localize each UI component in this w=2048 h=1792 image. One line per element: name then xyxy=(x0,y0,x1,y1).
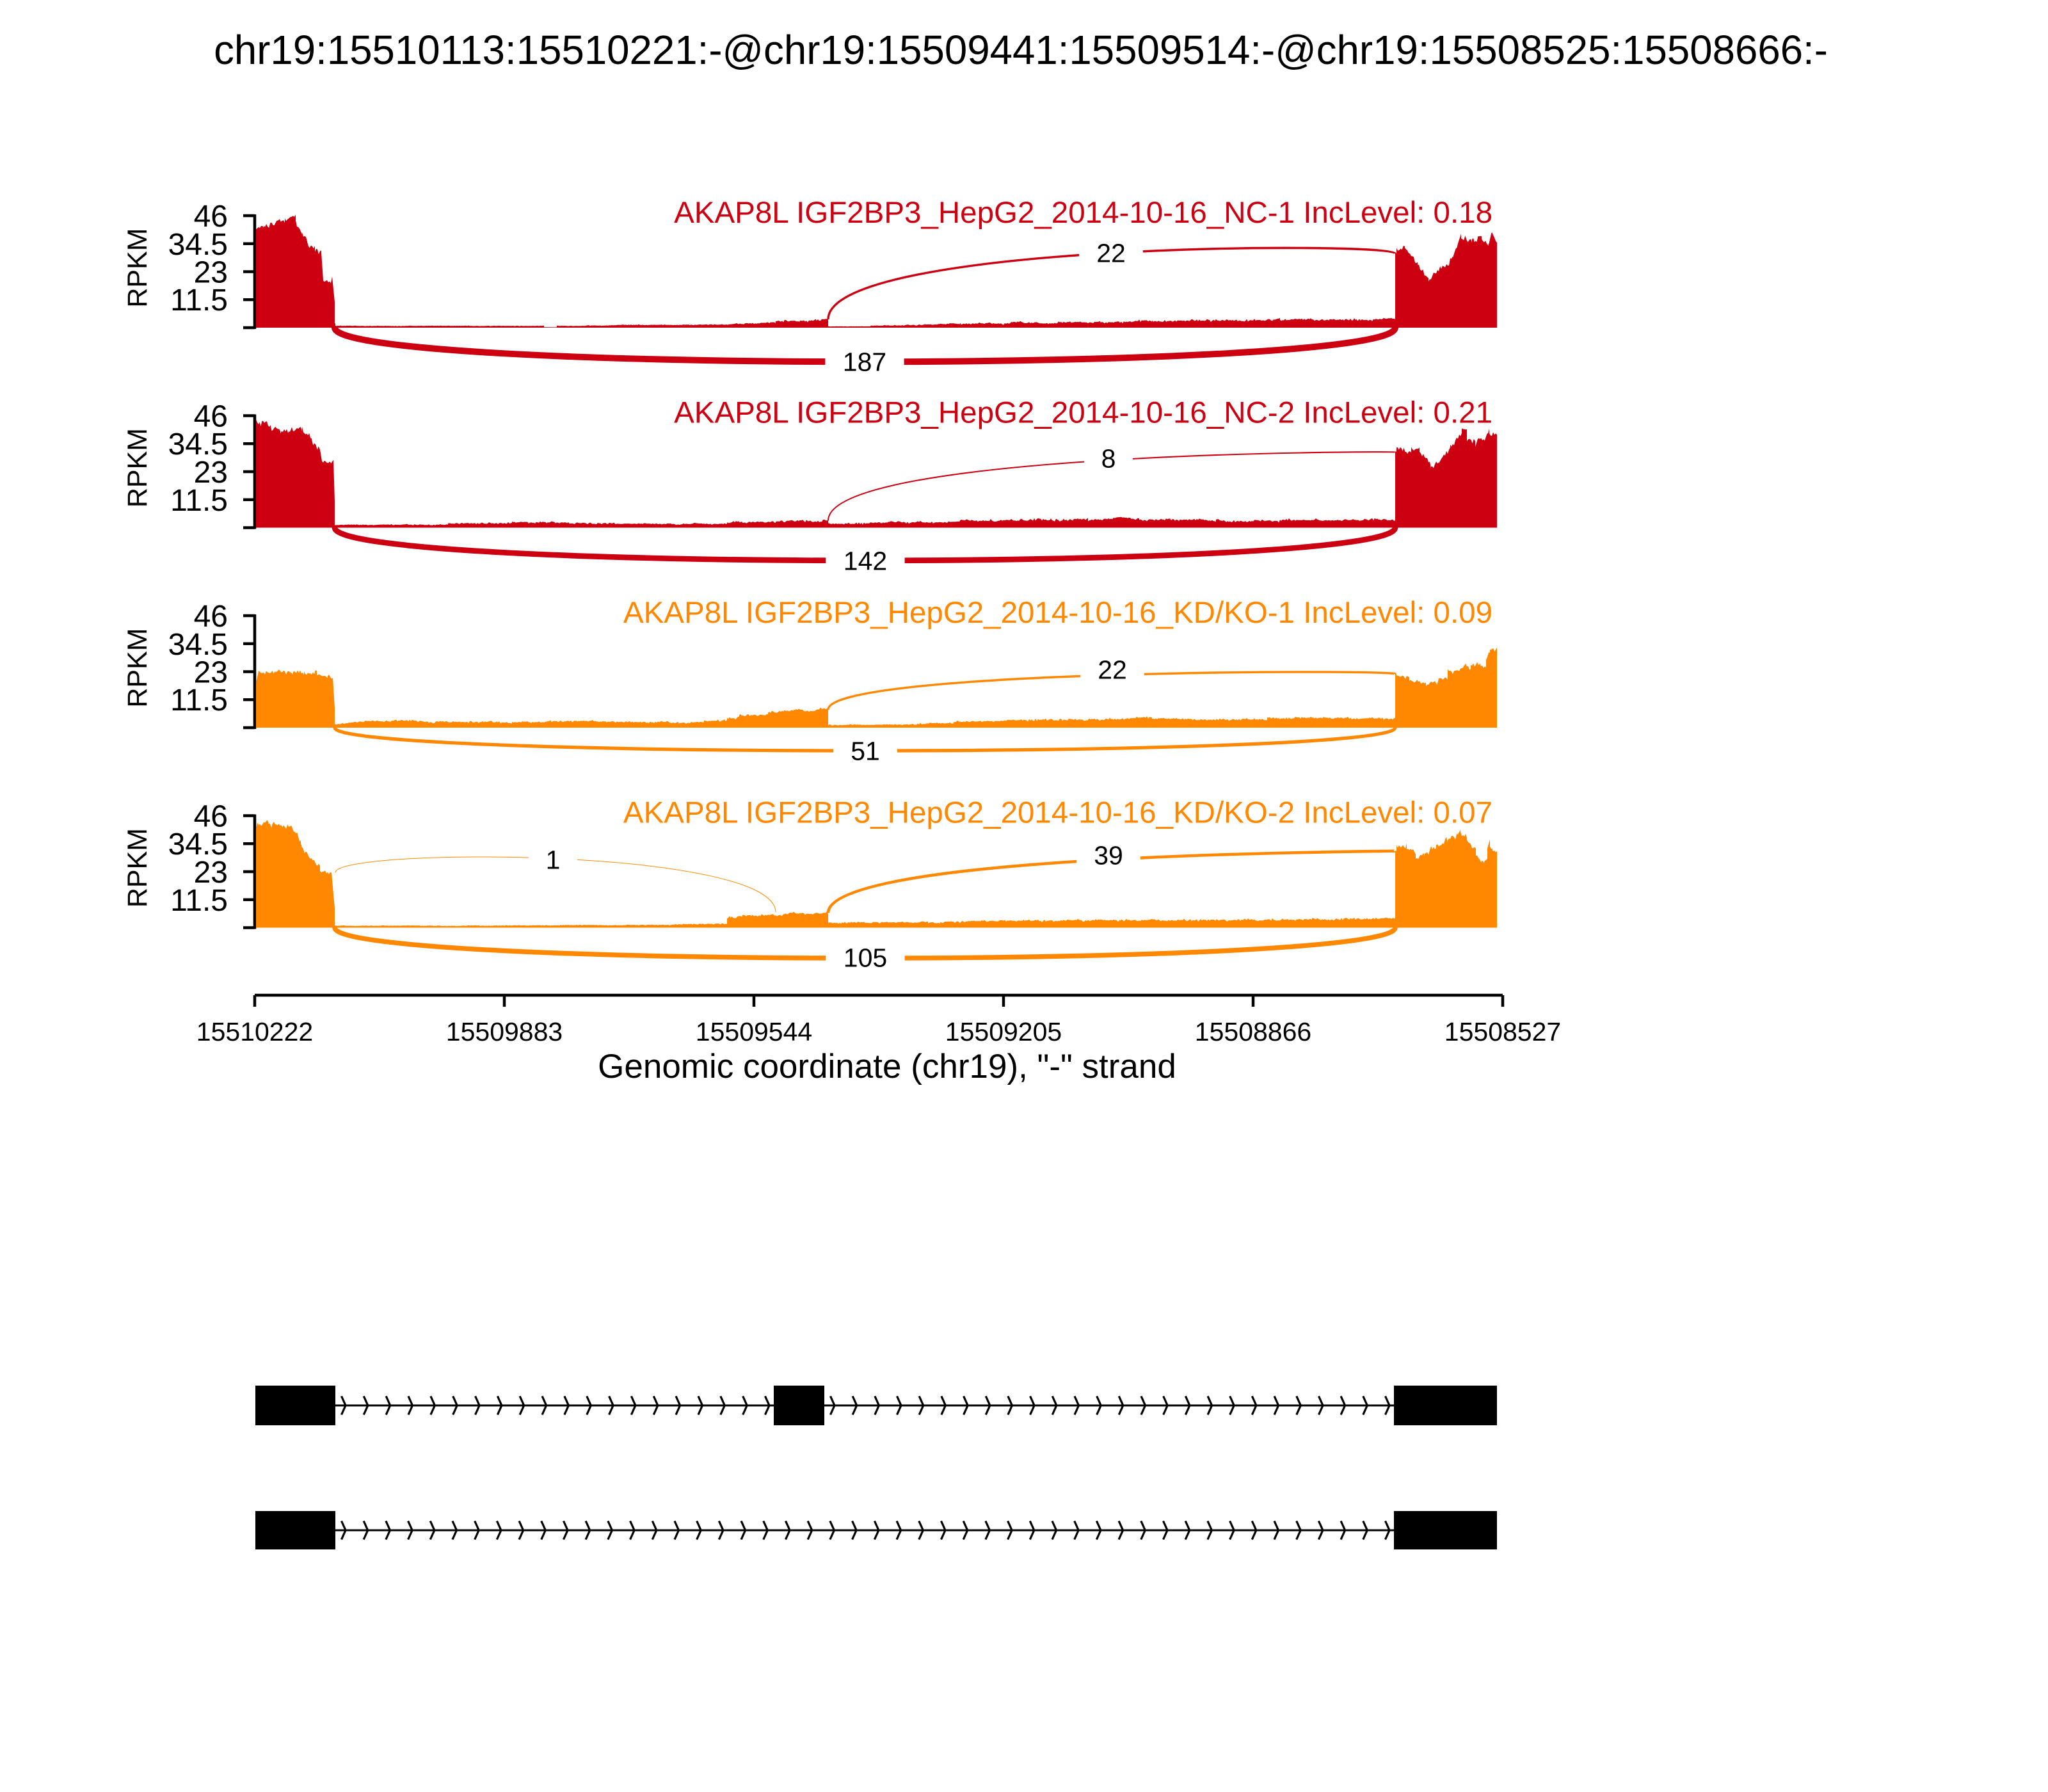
svg-text:34.5: 34.5 xyxy=(168,628,228,662)
svg-text:46: 46 xyxy=(194,600,228,634)
svg-text:11.5: 11.5 xyxy=(170,284,228,317)
svg-text:22: 22 xyxy=(1098,655,1127,685)
svg-text:34.5: 34.5 xyxy=(168,828,228,861)
svg-text:23: 23 xyxy=(194,456,228,490)
svg-text:RPKM: RPKM xyxy=(122,428,153,508)
svg-text:46: 46 xyxy=(194,800,228,834)
svg-text:23: 23 xyxy=(194,656,228,690)
svg-text:15509544: 15509544 xyxy=(696,1017,812,1046)
svg-text:AKAP8L IGF2BP3_HepG2_2014-10-1: AKAP8L IGF2BP3_HepG2_2014-10-16_KD/KO-1 … xyxy=(623,596,1492,630)
svg-text:Genomic coordinate (chr19), "-: Genomic coordinate (chr19), "-" strand xyxy=(598,1048,1176,1085)
svg-text:15509205: 15509205 xyxy=(945,1017,1062,1046)
svg-text:AKAP8L IGF2BP3_HepG2_2014-10-1: AKAP8L IGF2BP3_HepG2_2014-10-16_KD/KO-2 … xyxy=(623,796,1492,830)
svg-text:34.5: 34.5 xyxy=(168,428,228,461)
svg-text:AKAP8L IGF2BP3_HepG2_2014-10-1: AKAP8L IGF2BP3_HepG2_2014-10-16_NC-1 Inc… xyxy=(674,196,1492,230)
svg-text:1: 1 xyxy=(546,845,561,875)
svg-text:15508866: 15508866 xyxy=(1195,1017,1311,1046)
svg-text:RPKM: RPKM xyxy=(122,228,153,307)
svg-text:34.5: 34.5 xyxy=(168,228,228,262)
svg-text:15508527: 15508527 xyxy=(1444,1017,1561,1046)
svg-text:46: 46 xyxy=(194,400,228,434)
svg-text:RPKM: RPKM xyxy=(122,828,153,908)
svg-text:AKAP8L IGF2BP3_HepG2_2014-10-1: AKAP8L IGF2BP3_HepG2_2014-10-16_NC-2 Inc… xyxy=(674,396,1492,430)
svg-text:8: 8 xyxy=(1101,444,1116,474)
svg-text:46: 46 xyxy=(194,200,228,234)
svg-text:15510222: 15510222 xyxy=(196,1017,313,1046)
svg-text:39: 39 xyxy=(1094,841,1123,870)
svg-text:23: 23 xyxy=(194,856,228,890)
svg-text:RPKM: RPKM xyxy=(122,628,153,707)
svg-text:142: 142 xyxy=(844,547,887,576)
svg-text:22: 22 xyxy=(1096,239,1126,268)
svg-text:51: 51 xyxy=(851,737,880,766)
svg-text:11.5: 11.5 xyxy=(170,484,228,518)
svg-text:23: 23 xyxy=(194,256,228,290)
svg-text:187: 187 xyxy=(843,348,886,377)
svg-text:11.5: 11.5 xyxy=(170,884,228,918)
svg-text:11.5: 11.5 xyxy=(170,684,228,717)
svg-text:15509883: 15509883 xyxy=(446,1017,563,1046)
svg-text:chr19:15510113:15510221:-@chr1: chr19:15510113:15510221:-@chr19:15509441… xyxy=(214,28,1828,73)
svg-text:105: 105 xyxy=(844,943,887,973)
